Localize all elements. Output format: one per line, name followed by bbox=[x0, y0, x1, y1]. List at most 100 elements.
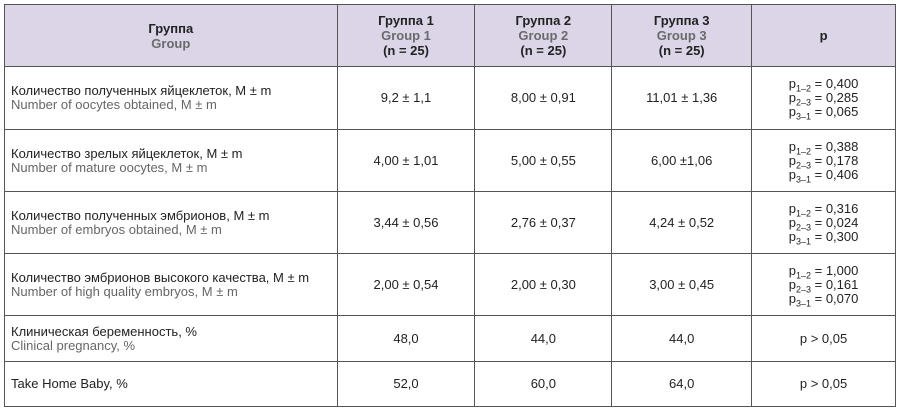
value-cell: 3,44 ± 0,56 bbox=[336, 191, 476, 254]
row-label: Количество эмбрионов высокого качества, … bbox=[4, 253, 338, 316]
p-value: p2–3 = 0,178 bbox=[758, 152, 889, 171]
p-rest: = 0,065 bbox=[811, 104, 859, 119]
label-en: Number of mature oocytes, M ± m bbox=[11, 159, 208, 175]
header-cell: Группа Group bbox=[4, 4, 338, 67]
p-value: p1–2 = 0,316 bbox=[758, 200, 889, 218]
p-subscript: 2–3 bbox=[795, 284, 811, 295]
table-row: Клиническая беременность, % Clinical preg… bbox=[4, 315, 896, 362]
value-cell: 2,76 ± 0,37 bbox=[474, 191, 613, 254]
label-en: Number of oocytes obtained, M ± m bbox=[11, 97, 217, 112]
p-rest: = 1,000 bbox=[811, 262, 859, 278]
p-value: p3–1 = 0,300 bbox=[758, 228, 889, 247]
label-ru: Количество полученных эмбрионов, M ± m bbox=[11, 207, 270, 223]
p-symbol: p bbox=[788, 276, 796, 292]
p-value: p3–1 = 0,406 bbox=[758, 166, 889, 185]
row-label: Клиническая беременность, % Clinical preg… bbox=[4, 315, 338, 362]
label-ru: Количество зрелых яйцеклеток, M ± m bbox=[11, 145, 243, 161]
label-ru: Количество эмбрионов высокого качества, … bbox=[11, 269, 310, 285]
header-cell: Группа 3 Group 3 (n = 25) bbox=[611, 4, 753, 67]
p-subscript: 2–3 bbox=[795, 160, 811, 171]
header-cell: p bbox=[751, 4, 896, 67]
header-ru: Группа bbox=[148, 20, 194, 36]
table-row: Количество эмбрионов высокого качества, … bbox=[4, 253, 896, 316]
p-symbol: p bbox=[788, 166, 796, 182]
p-rest: = 0,388 bbox=[811, 138, 859, 154]
p-cell: p1–2 = 0,400 p2–3 = 0,285 p3–1 = 0,065 bbox=[751, 66, 896, 130]
value-cell: 52,0 bbox=[336, 361, 476, 407]
data-table: Группа Group Группа 1 Group 1 (n = 25) Группа… bbox=[4, 4, 896, 407]
p-symbol: p bbox=[788, 90, 796, 105]
header-cell: Группа 2 Group 2 (n = 25) bbox=[474, 4, 613, 67]
header-en: Group 2 bbox=[518, 28, 569, 43]
p-subscript: 3–1 bbox=[795, 236, 811, 247]
p-symbol: p bbox=[788, 214, 796, 230]
p-symbol: p bbox=[788, 152, 796, 168]
p-cell: p1–2 = 1,000 p2–3 = 0,161 p3–1 = 0,070 bbox=[751, 253, 896, 316]
p-symbol: p bbox=[788, 76, 796, 91]
value-cell: 60,0 bbox=[474, 361, 613, 407]
value-cell: 48,0 bbox=[336, 315, 476, 362]
header-n: (n = 25) bbox=[658, 43, 705, 58]
header-en: Group 3 bbox=[656, 28, 707, 43]
p-rest: = 0,178 bbox=[811, 152, 859, 168]
value-cell: 64,0 bbox=[611, 361, 753, 407]
p-value: p1–2 = 0,400 bbox=[758, 76, 889, 94]
p-rest: = 0,316 bbox=[811, 200, 859, 216]
p-value: p2–3 = 0,161 bbox=[758, 276, 889, 295]
value-cell: 11,01 ± 1,36 bbox=[611, 66, 753, 130]
p-value: p1–2 = 0,388 bbox=[758, 138, 889, 157]
table-row: Take Home Baby, % 52,0 60,0 64,0 p > 0,05 bbox=[4, 361, 896, 407]
label-en: Number of high quality embryos, M ± m bbox=[11, 283, 238, 299]
value-cell: 44,0 bbox=[611, 315, 753, 362]
p-cell: p > 0,05 bbox=[751, 315, 896, 362]
label-ru: Take Home Baby, % bbox=[11, 376, 128, 391]
p-symbol: p bbox=[788, 262, 796, 278]
row-label: Take Home Baby, % bbox=[4, 361, 338, 407]
header-ru: Группа 1 bbox=[378, 13, 434, 28]
label-en: Clinical pregnancy, % bbox=[11, 337, 136, 353]
p-subscript: 3–1 bbox=[795, 111, 811, 122]
p-rest: = 0,161 bbox=[811, 276, 859, 292]
value-cell: 44,0 bbox=[474, 315, 613, 362]
value-cell: 2,00 ± 0,54 bbox=[336, 253, 476, 316]
p-symbol: p bbox=[788, 228, 796, 244]
p-symbol: p bbox=[788, 200, 796, 216]
p-value: p3–1 = 0,070 bbox=[758, 290, 889, 309]
p-cell: p1–2 = 0,388 p2–3 = 0,178 p3–1 = 0,406 bbox=[751, 129, 896, 192]
label-ru: Клиническая беременность, % bbox=[11, 323, 197, 339]
value-cell: 9,2 ± 1,1 bbox=[336, 66, 476, 130]
header-en: Group 1 bbox=[381, 28, 431, 43]
p-subscript: 1–2 bbox=[795, 270, 811, 281]
header-cell: Группа 1 Group 1 (n = 25) bbox=[336, 4, 476, 67]
header-ru: p bbox=[819, 28, 828, 43]
value-cell: 2,00 ± 0,30 bbox=[474, 253, 613, 316]
p-rest: = 0,070 bbox=[811, 290, 859, 306]
p-rest: = 0,400 bbox=[811, 76, 859, 91]
p-subscript: 2–3 bbox=[795, 97, 811, 108]
header-en: Group bbox=[151, 35, 191, 51]
value-cell: 4,00 ± 1,01 bbox=[336, 129, 476, 192]
p-value: p2–3 = 0,024 bbox=[758, 214, 889, 232]
p-symbol: p bbox=[788, 290, 796, 306]
p-symbol: p bbox=[788, 104, 796, 119]
p-rest: = 0,024 bbox=[811, 214, 859, 230]
p-subscript: 1–2 bbox=[795, 146, 811, 157]
value-cell: 3,00 ± 0,45 bbox=[611, 253, 753, 316]
p-subscript: 3–1 bbox=[795, 174, 811, 185]
p-value: p2–3 = 0,285 bbox=[758, 90, 889, 108]
header-n: (n = 25) bbox=[520, 43, 567, 58]
header-row: Группа Group Группа 1 Group 1 (n = 25) Группа… bbox=[4, 4, 896, 67]
value-cell: 4,24 ± 0,52 bbox=[611, 191, 753, 254]
label-en: Number of embryos obtained, M ± m bbox=[11, 221, 222, 237]
p-value: p1–2 = 1,000 bbox=[758, 262, 889, 281]
label-ru: Количество полученных яйцеклеток, M ± m bbox=[11, 83, 272, 98]
p-symbol: p bbox=[788, 138, 796, 154]
p-rest: = 0,300 bbox=[811, 228, 859, 244]
p-subscript: 1–2 bbox=[795, 83, 811, 94]
row-label: Количество полученных эмбрионов, M ± m Nu… bbox=[4, 191, 338, 254]
table-row: Количество полученных эмбрионов, M ± m Nu… bbox=[4, 191, 896, 254]
p-subscript: 3–1 bbox=[795, 298, 811, 309]
